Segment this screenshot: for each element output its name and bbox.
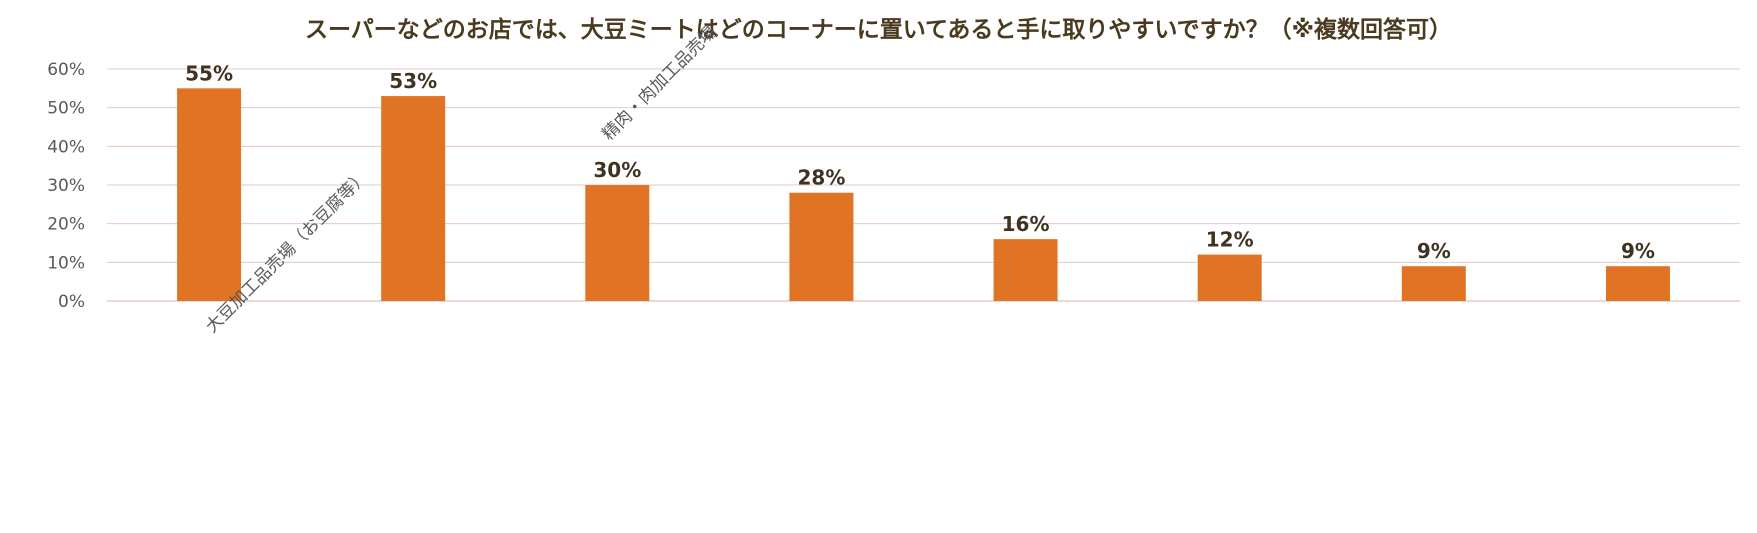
y-tick-label: 30% (47, 176, 85, 196)
bar (1401, 266, 1466, 301)
bar (381, 96, 446, 301)
y-tick-label: 60% (47, 60, 85, 80)
y-tick-label: 20% (47, 215, 85, 235)
y-tick-label: 0% (58, 292, 85, 312)
y-tick-label: 10% (47, 253, 85, 273)
data-label: 12% (1206, 228, 1254, 252)
data-label: 9% (1417, 239, 1451, 263)
bar (1197, 254, 1262, 301)
bar (993, 239, 1058, 301)
data-label: 28% (798, 166, 846, 190)
data-label: 9% (1621, 239, 1655, 263)
bar (789, 192, 854, 301)
bar (1605, 266, 1670, 301)
data-label: 30% (593, 158, 641, 182)
x-tick-label: 精肉・肉加工品売場 (599, 22, 721, 144)
y-tick-label: 40% (47, 137, 85, 157)
data-label: 53% (389, 69, 437, 93)
data-label: 16% (1002, 212, 1050, 236)
data-label: 55% (185, 61, 233, 85)
chart-title: スーパーなどのお店では、大豆ミートはどのコーナーに置いてあると手に取りやすいです… (304, 17, 1453, 43)
y-tick-label: 50% (47, 99, 85, 119)
bar (177, 88, 242, 301)
bar (585, 185, 650, 301)
